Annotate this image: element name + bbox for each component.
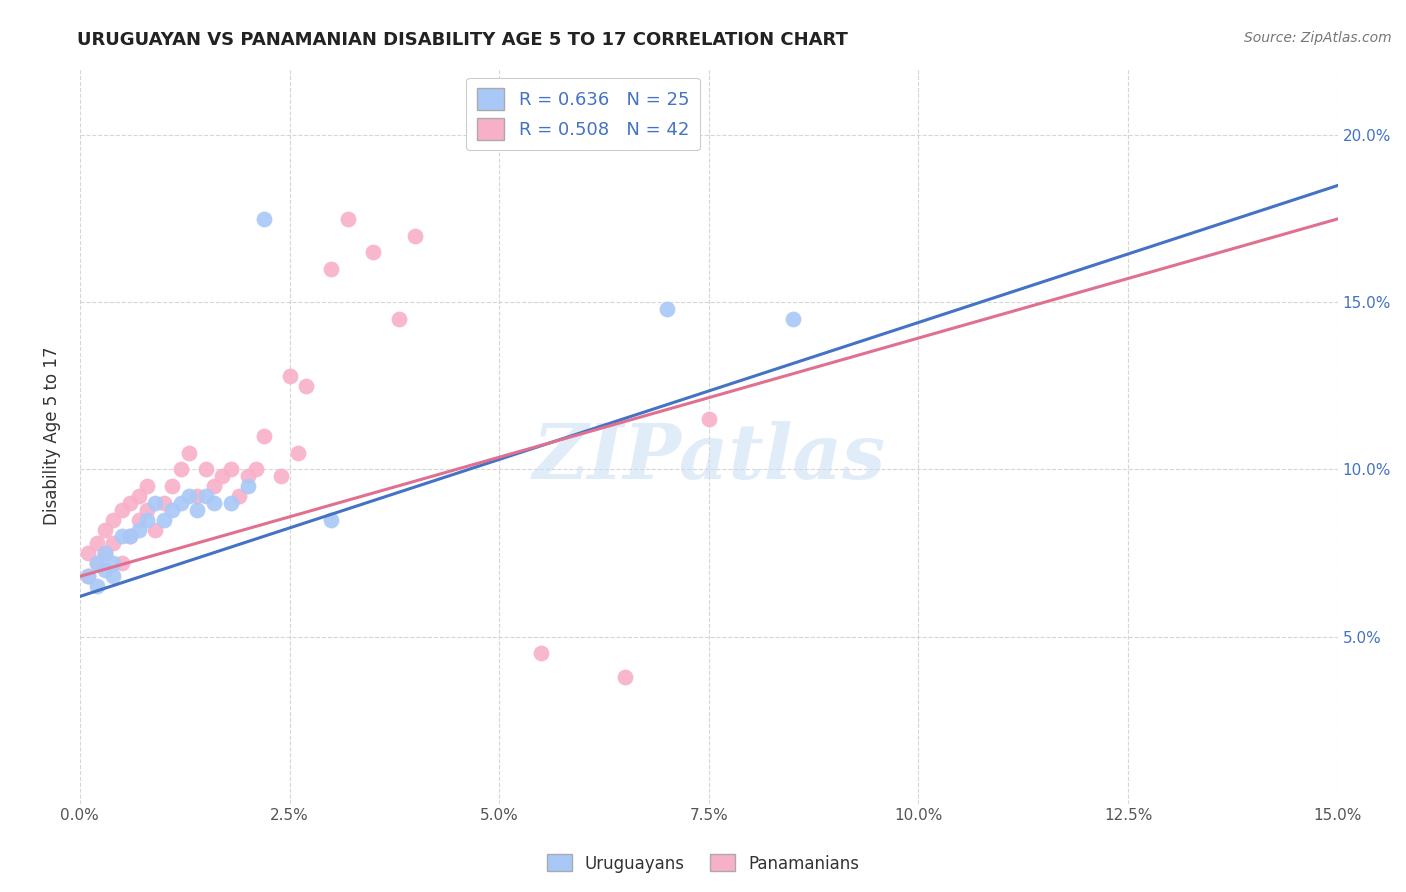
Point [321, 262, 343, 277]
Point [128, 513, 150, 527]
Legend: Uruguayans, Panamanians: Uruguayans, Panamanians [540, 847, 866, 880]
Point [120, 496, 142, 510]
Point [143, 523, 166, 537]
Point [211, 469, 233, 483]
Point [152, 496, 174, 510]
Point [177, 446, 200, 460]
Point [613, 670, 636, 684]
Point [120, 529, 142, 543]
Text: ZIPatlas: ZIPatlas [533, 421, 886, 495]
Point [186, 489, 208, 503]
Point [136, 479, 159, 493]
Text: Source: ZipAtlas.com: Source: ZipAtlas.com [1244, 31, 1392, 45]
Point [111, 502, 134, 516]
Point [136, 502, 159, 516]
Point [169, 496, 191, 510]
Point [202, 496, 225, 510]
Point [103, 513, 125, 527]
Point [128, 523, 150, 537]
Point [128, 489, 150, 503]
Text: URUGUAYAN VS PANAMANIAN DISABILITY AGE 5 TO 17 CORRELATION CHART: URUGUAYAN VS PANAMANIAN DISABILITY AGE 5… [77, 31, 848, 49]
Point [86, 579, 108, 593]
Point [169, 462, 191, 476]
Point [77, 546, 100, 560]
Legend: R = 0.636   N = 25, R = 0.508   N = 42: R = 0.636 N = 25, R = 0.508 N = 42 [467, 78, 700, 151]
Point [530, 646, 553, 660]
Point [287, 446, 309, 460]
Point [236, 479, 259, 493]
Point [120, 529, 142, 543]
Y-axis label: Disability Age 5 to 17: Disability Age 5 to 17 [44, 347, 60, 525]
Point [143, 496, 166, 510]
Point [337, 211, 360, 226]
Point [186, 502, 208, 516]
Point [94, 546, 117, 560]
Point [177, 489, 200, 503]
Point [404, 228, 426, 243]
Point [253, 211, 276, 226]
Point [160, 479, 183, 493]
Point [219, 462, 242, 476]
Point [697, 412, 720, 426]
Point [111, 529, 134, 543]
Point [387, 312, 409, 326]
Point [160, 502, 183, 516]
Point [655, 302, 678, 317]
Point [194, 462, 217, 476]
Point [94, 523, 117, 537]
Point [111, 556, 134, 570]
Point [136, 513, 159, 527]
Point [321, 513, 343, 527]
Point [363, 245, 385, 260]
Point [202, 479, 225, 493]
Point [86, 536, 108, 550]
Point [86, 556, 108, 570]
Point [295, 379, 318, 393]
Point [103, 556, 125, 570]
Point [94, 546, 117, 560]
Point [94, 563, 117, 577]
Point [77, 569, 100, 583]
Point [782, 312, 804, 326]
Point [86, 556, 108, 570]
Point [194, 489, 217, 503]
Point [236, 469, 259, 483]
Point [245, 462, 267, 476]
Point [228, 489, 250, 503]
Point [219, 496, 242, 510]
Point [77, 569, 100, 583]
Point [103, 569, 125, 583]
Point [270, 469, 292, 483]
Point [278, 368, 301, 383]
Point [152, 513, 174, 527]
Point [253, 429, 276, 443]
Point [103, 536, 125, 550]
